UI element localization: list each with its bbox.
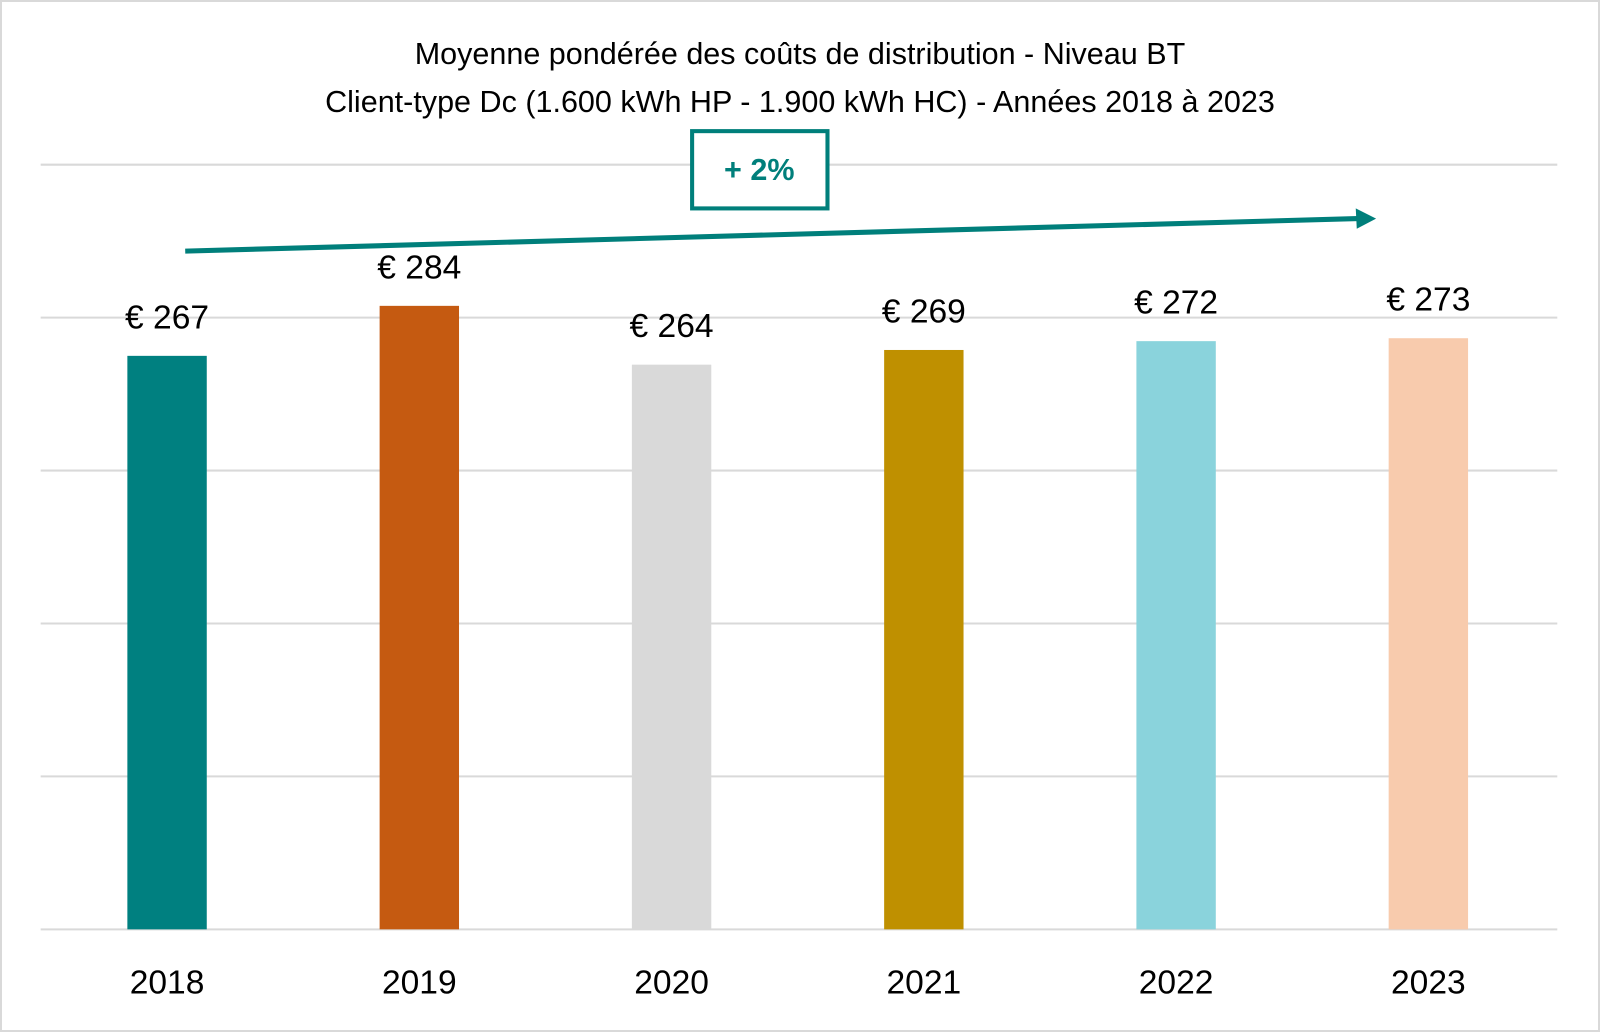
trend-arrow-head [1355, 208, 1377, 229]
data-label-2018: € 267 [125, 299, 209, 336]
chart-subtitle: Client-type Dc (1.600 kWh HP - 1.900 kWh… [325, 85, 1275, 119]
x-tick-2018: 2018 [130, 964, 205, 1001]
data-label-2022: € 272 [1134, 285, 1218, 322]
data-label-2023: € 273 [1386, 282, 1470, 319]
x-tick-2019: 2019 [382, 964, 457, 1001]
bar-2019 [379, 305, 460, 930]
bar-2021 [884, 349, 964, 930]
trend-annotation: + 2% [185, 129, 1377, 254]
trend-arrow-line [185, 216, 1358, 254]
data-label-2020: € 264 [630, 308, 714, 345]
x-axis-ticks: 2018 2019 2020 2021 2022 2023 [130, 964, 1466, 1001]
x-tick-2023: 2023 [1391, 964, 1466, 1001]
bars [127, 305, 1469, 930]
bar-2023 [1388, 338, 1469, 930]
data-label-2019: € 284 [377, 249, 461, 286]
chart-title: Moyenne pondérée des coûts de distributi… [415, 37, 1186, 71]
data-labels: € 267 € 284 € 264 € 269 € 272 € 273 [125, 249, 1470, 345]
x-tick-2020: 2020 [634, 964, 709, 1001]
x-tick-2022: 2022 [1139, 964, 1214, 1001]
x-tick-2021: 2021 [886, 964, 961, 1001]
gridlines [40, 163, 1558, 931]
data-label-2021: € 269 [882, 294, 966, 331]
bar-2018 [127, 355, 207, 930]
trend-badge-text: + 2% [724, 153, 794, 187]
bar-2022 [1136, 341, 1216, 930]
bar-2020 [631, 364, 712, 930]
trend-badge-box [690, 129, 830, 211]
